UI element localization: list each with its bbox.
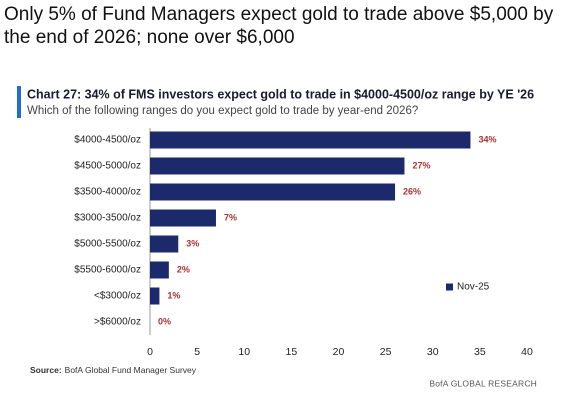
bar: [150, 261, 169, 279]
bar: [150, 287, 160, 305]
y-tick-label: <$3000/oz: [94, 291, 141, 302]
x-tick-label: 25: [380, 346, 392, 358]
legend-label: Nov-25: [457, 282, 490, 293]
x-tick-label: 35: [474, 346, 486, 358]
value-label: 2%: [177, 264, 190, 274]
source: Source: BofA Global Fund Manager Survey: [30, 365, 197, 375]
y-tick-label: >$6000/oz: [94, 317, 141, 328]
bar: [150, 209, 216, 227]
value-label: 0%: [158, 316, 171, 326]
x-tick-label: 10: [238, 346, 250, 358]
x-tick-label: 40: [521, 346, 533, 358]
legend-swatch: [446, 283, 453, 291]
headline: the end of 2026; none over $6,000: [4, 27, 295, 48]
y-tick-label: $5000-5500/oz: [74, 239, 141, 250]
x-tick-label: 30: [427, 346, 439, 358]
value-label: 34%: [478, 134, 496, 144]
value-label: 7%: [224, 212, 237, 222]
bar: [150, 183, 396, 201]
footer: BofA GLOBAL RESEARCH: [429, 378, 537, 388]
value-label: 27%: [412, 160, 430, 170]
headline: Only 5% of Fund Managers expect gold to …: [4, 4, 554, 25]
y-tick-label: $5500-6000/oz: [74, 265, 141, 276]
chart-subtitle: Which of the following ranges do you exp…: [27, 105, 418, 117]
y-tick-label: $3000-3500/oz: [74, 213, 141, 224]
chart-title: Chart 27: 34% of FMS investors expect go…: [27, 87, 534, 101]
value-label: 3%: [186, 238, 199, 248]
source-label: Source:: [30, 365, 62, 375]
x-tick-label: 5: [194, 346, 200, 358]
x-tick-label: 15: [286, 346, 298, 358]
value-label: 1%: [167, 290, 180, 300]
bar: [150, 157, 405, 175]
y-tick-label: $4000-4500/oz: [74, 135, 141, 146]
value-label: 26%: [403, 186, 421, 196]
y-tick-label: $3500-4000/oz: [74, 187, 141, 198]
title-accent: [17, 86, 21, 118]
x-tick-label: 0: [147, 346, 153, 358]
bar: [150, 235, 179, 253]
y-tick-label: $4500-5000/oz: [74, 161, 141, 172]
source-text: BofA Global Fund Manager Survey: [65, 365, 197, 375]
bar: [150, 131, 471, 149]
x-tick-label: 20: [333, 346, 345, 358]
